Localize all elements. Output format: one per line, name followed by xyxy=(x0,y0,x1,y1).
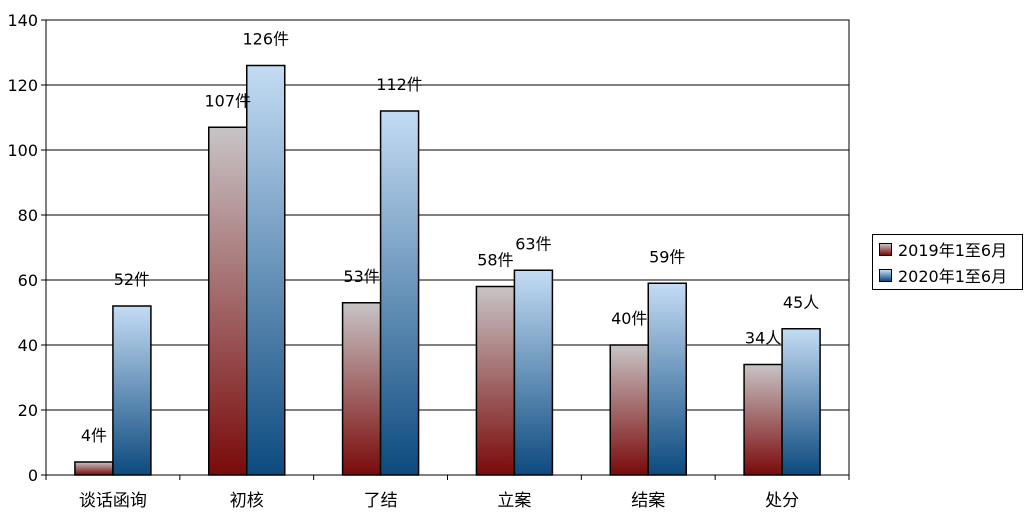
y-tick-label: 100 xyxy=(7,141,38,160)
data-label: 58件 xyxy=(477,251,513,270)
bars xyxy=(74,64,821,476)
bar-2019-5 xyxy=(609,344,649,476)
y-tick-label: 20 xyxy=(18,401,38,420)
legend: 2019年1至6月 2020年1至6月 xyxy=(872,234,1023,290)
data-label: 63件 xyxy=(515,234,551,253)
x-tick-label: 立案 xyxy=(497,491,531,511)
bar-2020-1 xyxy=(112,305,152,476)
gridlines xyxy=(46,19,849,476)
data-label: 40件 xyxy=(611,309,647,328)
data-label: 52件 xyxy=(114,270,150,289)
y-tick-label: 60 xyxy=(18,271,38,290)
legend-swatch-2020 xyxy=(879,268,892,282)
bar-2019-2 xyxy=(208,126,248,476)
x-tick-label: 结案 xyxy=(631,491,665,511)
legend-item-2019: 2019年1至6月 xyxy=(879,238,1007,260)
x-tick-label: 了结 xyxy=(364,491,398,511)
x-tick-label: 谈话函询 xyxy=(79,491,147,511)
data-label: 112件 xyxy=(376,75,423,94)
data-label: 34人 xyxy=(745,329,781,348)
y-tick-label: 140 xyxy=(7,11,38,30)
bar-2020-2 xyxy=(246,64,286,476)
plot-area-border xyxy=(45,19,850,476)
data-label: 126件 xyxy=(242,30,289,49)
data-label: 107件 xyxy=(204,91,251,110)
x-tick-label: 处分 xyxy=(765,491,799,511)
y-tick-label: 80 xyxy=(18,206,38,225)
legend-label-2019: 2019年1至6月 xyxy=(898,241,1008,260)
bar-2020-4 xyxy=(513,269,554,476)
data-label: 45人 xyxy=(783,293,819,312)
x-axis-ticks: 谈话函询 初核 了结 立案 结案 处分 xyxy=(45,475,850,511)
x-tick-label: 初核 xyxy=(230,491,264,511)
y-tick-label: 0 xyxy=(28,466,38,485)
legend-swatch-2019 xyxy=(879,242,892,256)
bar-2019-4 xyxy=(475,285,516,476)
bar-2020-3 xyxy=(379,110,420,476)
y-tick-label: 120 xyxy=(7,76,38,95)
y-tick-label: 40 xyxy=(18,336,38,355)
bar-2020-6 xyxy=(781,328,821,476)
legend-label-2020: 2020年1至6月 xyxy=(898,267,1008,286)
data-label: 53件 xyxy=(343,267,379,286)
legend-item-2020: 2020年1至6月 xyxy=(879,264,1007,286)
bar-2019-6 xyxy=(743,363,783,476)
y-axis-ticks: 0 20 40 60 80 100 120 140 xyxy=(7,11,46,485)
bar-2019-1 xyxy=(74,461,114,476)
data-label: 4件 xyxy=(81,426,107,445)
data-label: 59件 xyxy=(649,247,685,266)
bar-2020-5 xyxy=(647,282,687,476)
bar-2019-3 xyxy=(341,302,382,476)
